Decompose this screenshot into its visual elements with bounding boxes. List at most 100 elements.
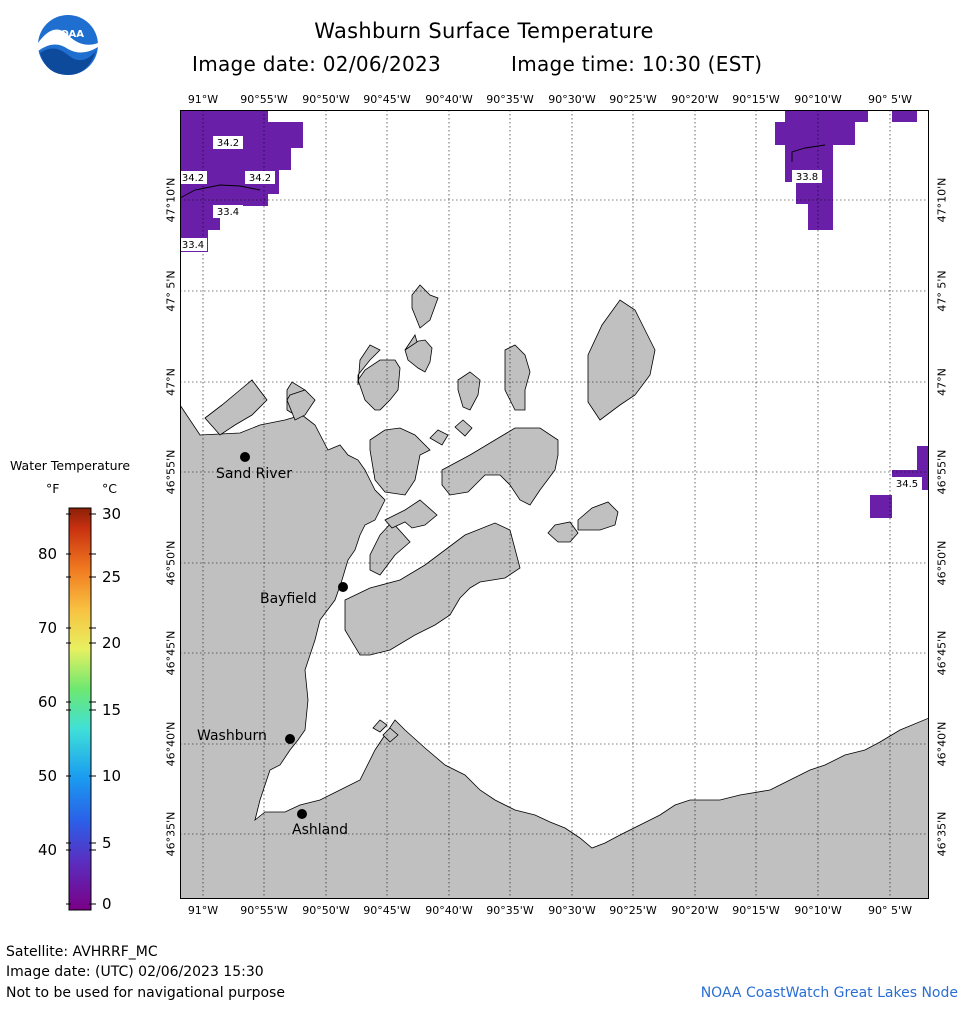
latitude-label-right: 46°45'N <box>935 630 949 676</box>
ironwood-island <box>454 419 473 437</box>
longitude-label-top: 90°55'W <box>240 93 288 106</box>
legend-unit-f: °F <box>46 481 60 496</box>
latitude-label-right: 47°N <box>935 368 949 396</box>
svg-text:33.4: 33.4 <box>182 240 204 251</box>
cold-patch-ne-small <box>892 110 917 122</box>
legend-tick-c: 15 <box>102 701 122 719</box>
longitude-label-top: 90°45'W <box>363 93 411 106</box>
isotherm-ne <box>791 144 826 162</box>
image-time: Image time: 10:30 (EST) <box>511 52 763 76</box>
footer-credit[interactable]: NOAA CoastWatch Great Lakes Node <box>700 985 958 1001</box>
map-border <box>180 110 929 899</box>
latitude-label-left: 46°45'N <box>164 630 178 676</box>
legend-tick-f: 40 <box>38 841 58 859</box>
small-island-2 <box>577 501 619 531</box>
latitude-label-right: 47°10'N <box>935 177 949 223</box>
longitude-label-top: 90°10'W <box>794 93 842 106</box>
longitude-label-top: 90°15'W <box>732 93 780 106</box>
longitude-label-bottom: 90°45'W <box>363 904 411 917</box>
latitude-label-left: 46°50'N <box>164 540 178 586</box>
legend-tick-c: 0 <box>102 895 112 913</box>
temp-label-7: 34.5 <box>892 477 922 490</box>
latitude-label-right: 47° 5'N <box>935 270 949 312</box>
york-island <box>357 344 381 386</box>
noaa-logo: NOAA <box>36 13 100 77</box>
longitude-label-top: 90° 5'W <box>868 93 912 106</box>
north-twin <box>457 371 481 411</box>
otter-island <box>357 359 401 411</box>
temp-label-1: 34.2 <box>213 136 243 149</box>
longitude-label-bottom: 90°35'W <box>486 904 534 917</box>
temp-label-5: 33.4 <box>180 238 207 251</box>
legend-tick-c: 10 <box>102 767 122 785</box>
eagle-island <box>286 389 316 421</box>
footer-satellite: Satellite: AVHRRF_MC <box>6 944 158 960</box>
legend-unit-c: °C <box>102 481 117 496</box>
legend-tick-c: 30 <box>102 505 122 523</box>
legend-title: Water Temperature <box>10 458 131 473</box>
legend-colorbar <box>66 507 96 911</box>
latitude-label-left: 47°10'N <box>164 177 178 223</box>
isotherm-nw <box>180 184 261 199</box>
longitude-label-bottom: 90°55'W <box>240 904 288 917</box>
latitude-label-right: 46°50'N <box>935 540 949 586</box>
place-label-ashland: Ashland <box>292 822 348 838</box>
sand-island <box>204 379 268 436</box>
temp-label-3: 34.2 <box>245 171 275 184</box>
bear-island <box>404 334 418 351</box>
mainland <box>180 404 929 899</box>
place-dot-ashland <box>297 809 307 819</box>
svg-text:34.2: 34.2 <box>249 173 271 184</box>
isotherms <box>180 144 826 199</box>
longitude-label-top: 91°W <box>187 93 219 106</box>
place-dot-sand-river <box>240 452 250 462</box>
longitude-label-bottom: 90°10'W <box>794 904 842 917</box>
noaa-logo-text: NOAA <box>52 29 84 40</box>
svg-text:33.4: 33.4 <box>217 207 239 218</box>
stockton-island <box>441 427 559 506</box>
hermit-island <box>384 499 438 529</box>
graticule <box>180 110 929 899</box>
temperature-labels: 34.2 34.2 34.2 33.4 33.4 33.8 34.5 <box>180 136 922 490</box>
temp-label-4: 33.4 <box>213 205 243 218</box>
longitude-label-bottom: 90°20'W <box>671 904 719 917</box>
longitude-label-bottom: 90°25'W <box>609 904 657 917</box>
footer-disclaimer: Not to be used for navigational purpose <box>6 985 285 1001</box>
longitude-label-bottom: 91°W <box>187 904 219 917</box>
legend-tick-c: 25 <box>102 568 122 586</box>
latitude-label-left: 47° 5'N <box>164 270 178 312</box>
longitude-label-top: 90°30'W <box>548 93 596 106</box>
latitude-label-left: 47°N <box>164 368 178 396</box>
longitude-label-bottom: 90°50'W <box>302 904 350 917</box>
svg-text:33.8: 33.8 <box>796 172 818 183</box>
outer-island <box>587 299 656 421</box>
temperature-map[interactable]: 34.2 34.2 34.2 33.4 33.4 33.8 34.5 Sand … <box>180 110 929 899</box>
legend-tick-c: 20 <box>102 634 122 652</box>
latitude-label-left: 46°40'N <box>164 721 178 767</box>
oak-island <box>369 427 431 496</box>
temp-label-6: 33.8 <box>792 170 822 183</box>
longitude-label-top: 90°25'W <box>609 93 657 106</box>
image-date: Image date: 02/06/2023 <box>192 52 442 76</box>
place-dot-washburn <box>285 734 295 744</box>
svg-text:34.5: 34.5 <box>896 479 918 490</box>
place-markers: Sand River Bayfield Washburn Ashland <box>197 452 348 838</box>
devils-island-ne <box>411 284 439 329</box>
latitude-label-left: 46°35'N <box>164 811 178 857</box>
longitude-label-top: 90°20'W <box>671 93 719 106</box>
legend-tick-f: 70 <box>38 619 58 637</box>
longitude-label-bottom: 90°30'W <box>548 904 596 917</box>
land-areas <box>180 284 929 899</box>
longitude-label-bottom: 90°15'W <box>732 904 780 917</box>
place-label-washburn: Washburn <box>197 728 267 744</box>
manitou-island <box>429 429 449 446</box>
temp-label-2: 34.2 <box>180 171 207 184</box>
legend-tick-f: 80 <box>38 545 58 563</box>
latitude-label-left: 46°55'N <box>164 449 178 495</box>
legend-tick-c: 5 <box>102 834 112 852</box>
place-label-sand-river: Sand River <box>216 466 292 482</box>
place-dot-bayfield <box>338 582 348 592</box>
longitude-label-top: 90°40'W <box>425 93 473 106</box>
latitude-label-right: 46°40'N <box>935 721 949 767</box>
latitude-label-right: 46°55'N <box>935 449 949 495</box>
